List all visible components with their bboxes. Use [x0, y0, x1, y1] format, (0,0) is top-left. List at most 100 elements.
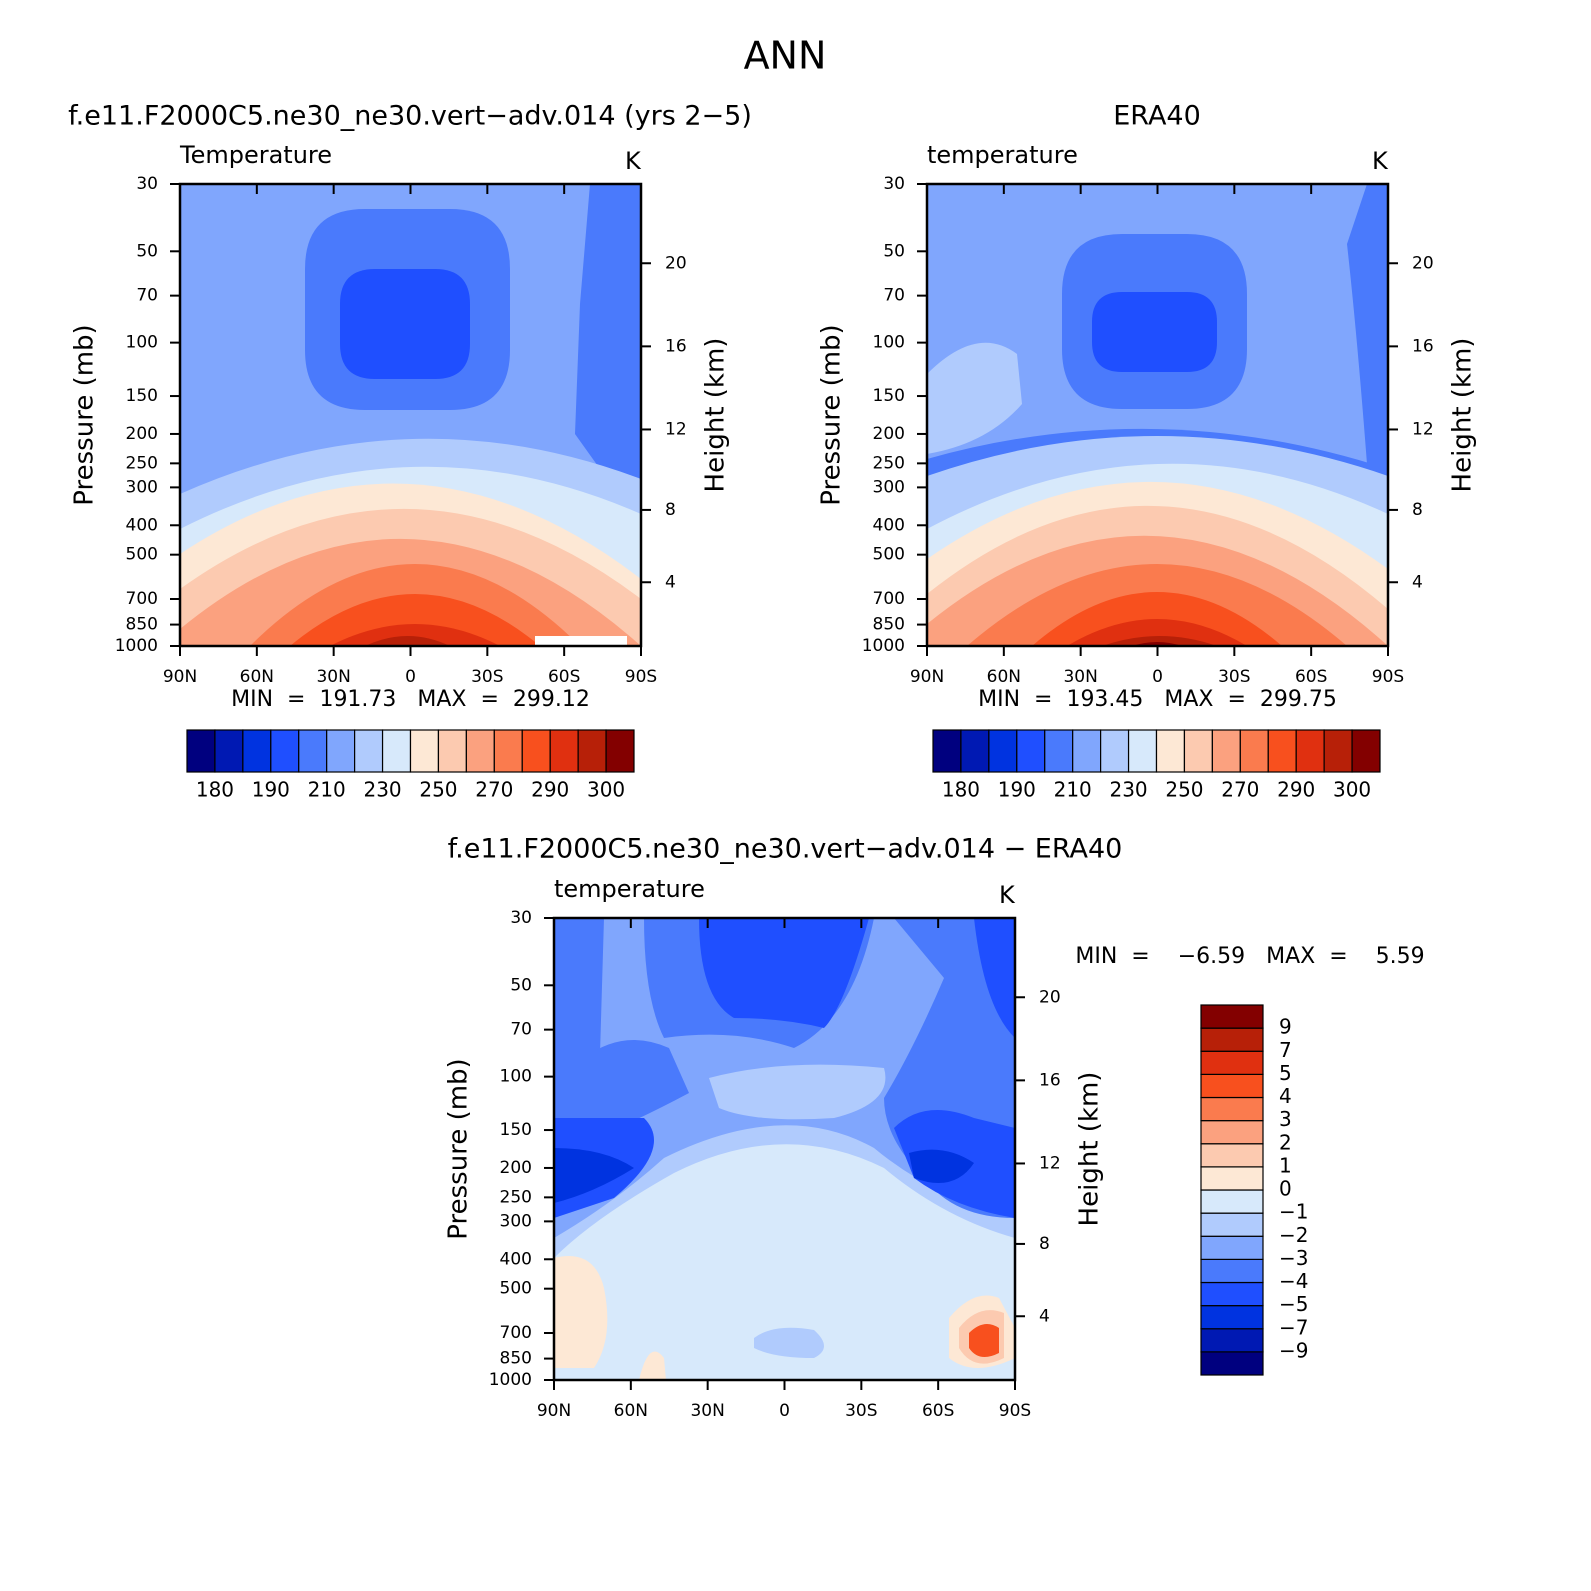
y-tick-label: 850	[500, 1349, 532, 1369]
colorbar-box	[1100, 729, 1130, 773]
contour-fill	[290, 594, 540, 646]
x-tick-label: 30N	[1063, 667, 1097, 687]
y-tick-label: 70	[510, 1020, 532, 1040]
y-tick-label: 70	[136, 286, 158, 306]
contour-fill	[754, 1327, 824, 1358]
colorbar-box	[465, 729, 495, 773]
colorbar-label: −5	[1279, 1292, 1308, 1316]
colorbar-box	[605, 729, 635, 773]
x-tick-label: 30S	[471, 667, 503, 687]
colorbar-box	[437, 729, 467, 773]
x-tick-label: 90S	[1372, 667, 1404, 687]
colorbar-label: 250	[419, 778, 457, 802]
colorbar-label: 230	[363, 778, 401, 802]
y-tick-label: 300	[500, 1211, 532, 1231]
x-tick-label: 60S	[1295, 667, 1327, 687]
y-axis-label: Pressure (mb)	[444, 1058, 474, 1239]
y2-tick-label: 4	[665, 572, 676, 592]
units-label: K	[625, 147, 642, 175]
x-tick-label: 0	[405, 667, 416, 687]
units-label: K	[1372, 147, 1389, 175]
colorbar-label: 210	[308, 778, 346, 802]
contour-fill	[709, 1064, 886, 1120]
x-tick-label: 0	[1152, 667, 1163, 687]
colorbar-label: −9	[1279, 1338, 1308, 1362]
colorbar-label: 190	[998, 778, 1036, 802]
colorbar-box	[988, 729, 1018, 773]
colorbar-box	[1200, 1096, 1264, 1122]
colorbar-label: 2	[1279, 1130, 1292, 1154]
y-tick-label: 500	[126, 545, 158, 565]
contour-fill	[909, 1149, 974, 1183]
colorbar-label: −2	[1279, 1223, 1308, 1247]
colorbar-box	[549, 729, 579, 773]
colorbar-box	[1200, 1004, 1264, 1029]
colorbar-box	[409, 729, 440, 773]
contour-fill	[1102, 636, 1217, 646]
contour-fill	[535, 636, 627, 646]
colorbar-label: −7	[1279, 1315, 1308, 1339]
colorbar-box	[1200, 1027, 1264, 1052]
colorbar-label: 290	[531, 778, 569, 802]
colorbar-label: 190	[252, 778, 290, 802]
colorbar-label: 180	[196, 778, 234, 802]
colorbar-box	[1351, 729, 1381, 773]
y-tick-label: 700	[126, 589, 158, 609]
y-tick-label: 250	[500, 1187, 532, 1207]
colorbar-label: −1	[1279, 1200, 1308, 1224]
colorbar-box	[1200, 1050, 1264, 1075]
x-tick-label: 90S	[625, 667, 657, 687]
colorbar-box	[1155, 729, 1186, 773]
colorbar-label: 210	[1054, 778, 1092, 802]
y-tick-label: 200	[126, 424, 158, 444]
y2-tick-label: 12	[1412, 419, 1434, 439]
colorbar-box	[1323, 729, 1353, 773]
y-tick-label: 400	[500, 1249, 532, 1269]
x-tick-label: 90N	[537, 1401, 571, 1421]
colorbar-box	[186, 729, 216, 773]
contour-fill	[365, 636, 450, 646]
x-tick-label: 30S	[845, 1401, 877, 1421]
colorbar-box	[932, 729, 962, 773]
y-tick-label: 250	[126, 453, 158, 473]
colorbar-label: 300	[587, 778, 625, 802]
contour-fill	[969, 1324, 999, 1357]
colorbar-label: 3	[1279, 1107, 1292, 1131]
y-tick-label: 70	[883, 286, 905, 306]
panel-title: f.e11.F2000C5.ne30_ne30.vert−adv.014 − E…	[448, 834, 1123, 865]
y-tick-label: 250	[873, 453, 905, 473]
contour-fill	[575, 184, 641, 484]
y2-axis-label: Height (km)	[1448, 338, 1478, 493]
colorbar-box	[1239, 729, 1269, 773]
colorbar-label: 230	[1109, 778, 1147, 802]
colorbar-box	[521, 729, 551, 773]
colorbar-box	[1016, 729, 1046, 773]
y-tick-label: 50	[883, 241, 905, 261]
colorbar-box	[1200, 1166, 1264, 1191]
colorbar-label: 250	[1165, 778, 1203, 802]
colorbar-box	[270, 729, 300, 773]
colorbar-box	[1200, 1328, 1264, 1353]
colorbar-box	[326, 729, 356, 773]
contour-fill	[554, 1256, 608, 1368]
x-tick-label: 0	[779, 1401, 790, 1421]
y-tick-label: 150	[500, 1120, 532, 1140]
x-tick-label: 60N	[614, 1401, 648, 1421]
y2-tick-label: 16	[1039, 1070, 1061, 1090]
y2-axis-label: Height (km)	[1075, 1072, 1105, 1227]
contour-fill	[1347, 184, 1388, 484]
panel-subtitle: Temperature	[179, 141, 332, 169]
y2-tick-label: 4	[1039, 1306, 1050, 1326]
colorbar-label: −3	[1279, 1246, 1308, 1270]
colorbar-label: 270	[475, 778, 513, 802]
y-tick-label: 50	[136, 241, 158, 261]
x-tick-label: 30S	[1218, 667, 1250, 687]
y-tick-label: 30	[136, 174, 158, 194]
contour-fill	[927, 342, 1022, 454]
y-tick-label: 50	[510, 975, 532, 995]
colorbar-box	[1200, 1073, 1264, 1099]
colorbar-label: 9	[1279, 1015, 1292, 1039]
y2-tick-label: 12	[1039, 1153, 1061, 1173]
colorbar-box	[1200, 1189, 1264, 1214]
